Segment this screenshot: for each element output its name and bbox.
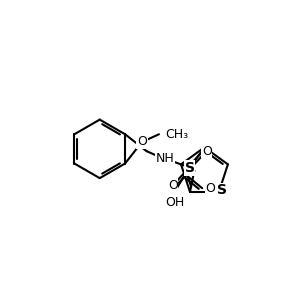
Text: S: S — [185, 161, 195, 175]
Text: S: S — [217, 183, 227, 197]
Text: O: O — [168, 179, 178, 191]
Text: O: O — [137, 135, 147, 148]
Text: O: O — [205, 182, 215, 195]
Text: NH: NH — [156, 152, 174, 165]
Text: O: O — [202, 145, 212, 158]
Text: OH: OH — [165, 196, 184, 209]
Text: CH₃: CH₃ — [165, 128, 188, 141]
